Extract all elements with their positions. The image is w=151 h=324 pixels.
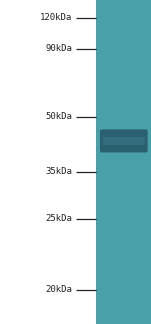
Text: 20kDa: 20kDa <box>46 285 72 295</box>
FancyBboxPatch shape <box>103 137 145 145</box>
FancyBboxPatch shape <box>100 129 148 153</box>
Bar <box>96 0 151 324</box>
Text: 90kDa: 90kDa <box>46 44 72 53</box>
Text: 25kDa: 25kDa <box>46 214 72 223</box>
Text: 120kDa: 120kDa <box>40 13 72 22</box>
Text: 50kDa: 50kDa <box>46 112 72 121</box>
Text: 35kDa: 35kDa <box>46 167 72 176</box>
